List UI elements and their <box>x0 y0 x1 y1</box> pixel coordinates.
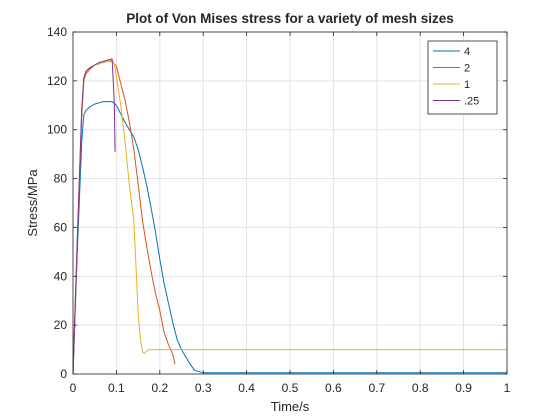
y-axis-label: Stress/MPa <box>25 169 40 237</box>
x-tick-label: 0.4 <box>238 381 255 395</box>
legend-label: .25 <box>464 96 479 108</box>
x-tick-label: 0 <box>70 381 77 395</box>
x-axis-label: Time/s <box>271 399 310 414</box>
legend-label: 1 <box>464 79 470 91</box>
y-tick-label: 20 <box>54 318 68 332</box>
y-tick-label: 0 <box>60 367 67 381</box>
x-tick-label: 0.3 <box>195 381 212 395</box>
x-tick-label: 0.9 <box>455 381 472 395</box>
legend: 421.25 <box>428 41 497 114</box>
x-tick-label: 1 <box>504 381 511 395</box>
legend-label: 4 <box>464 46 470 58</box>
x-tick-label: 0.8 <box>412 381 429 395</box>
x-tick-label: 0.1 <box>108 381 125 395</box>
x-tick-label: 0.6 <box>325 381 342 395</box>
x-tick-label: 0.2 <box>151 381 168 395</box>
x-tick-label: 0.7 <box>368 381 385 395</box>
y-tick-label: 40 <box>54 269 68 283</box>
y-tick-label: 100 <box>47 123 67 137</box>
y-tick-label: 80 <box>54 172 68 186</box>
legend-label: 2 <box>464 63 470 75</box>
y-tick-label: 140 <box>47 25 67 39</box>
chart-title: Plot of Von Mises stress for a variety o… <box>126 11 454 26</box>
x-tick-label: 0.5 <box>282 381 299 395</box>
legend-box <box>428 41 497 114</box>
y-tick-label: 60 <box>54 220 68 234</box>
y-tick-label: 120 <box>47 74 67 88</box>
